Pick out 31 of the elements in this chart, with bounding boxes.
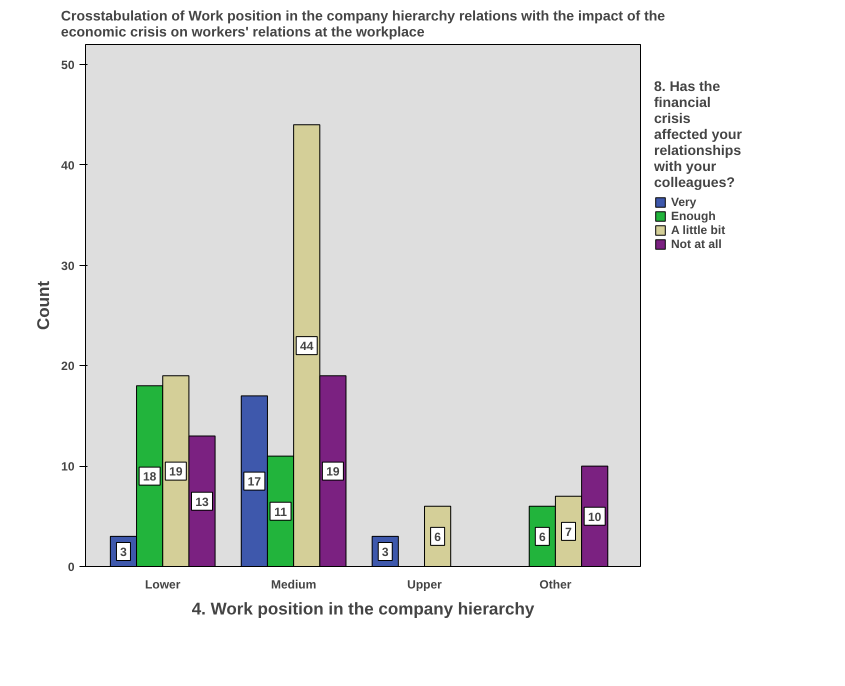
chart-title: Crosstabulation of Work position in the company hierarchy relations with the impact of the economic crisis on workers' relations at the workplace: [60, 8, 666, 40]
data-label: 6: [434, 530, 442, 544]
x-tick-label: Other: [539, 578, 572, 592]
legend-label: Not at all: [671, 237, 723, 251]
data-label: 44: [300, 339, 314, 354]
legend-label: Very: [671, 195, 698, 209]
data-label: 17: [248, 474, 262, 489]
y-tick-label: 10: [61, 460, 75, 474]
legend-label: A little bit: [671, 223, 726, 237]
y-tick-label: 30: [61, 258, 75, 273]
legend-title: 8. Has the financial crisis affected your relationships with your colleagues?: [654, 78, 743, 190]
y-tick-label: 20: [61, 359, 75, 374]
y-tick-label: 50: [61, 58, 75, 72]
data-label: 18: [142, 470, 157, 484]
data-label: 3: [382, 544, 389, 559]
y-axis-title: Count: [34, 280, 54, 330]
y-tick-label: 40: [61, 158, 75, 172]
data-label: 7: [565, 524, 572, 539]
data-label: 19: [326, 464, 340, 479]
x-tick-label: Upper: [407, 578, 442, 592]
data-label: 10: [588, 510, 602, 524]
data-label: 13: [195, 494, 209, 509]
x-axis-title: 4. Work position in the company hierarchy: [192, 600, 535, 618]
x-tick-label: Lower: [145, 578, 181, 592]
data-label: 19: [169, 464, 183, 479]
y-tick-label: 0: [68, 560, 75, 574]
legend-label: Enough: [671, 209, 717, 223]
data-label: 3: [120, 544, 128, 559]
data-label: 11: [274, 504, 288, 519]
data-label: 6: [538, 530, 546, 544]
x-tick-label: Medium: [270, 578, 316, 592]
